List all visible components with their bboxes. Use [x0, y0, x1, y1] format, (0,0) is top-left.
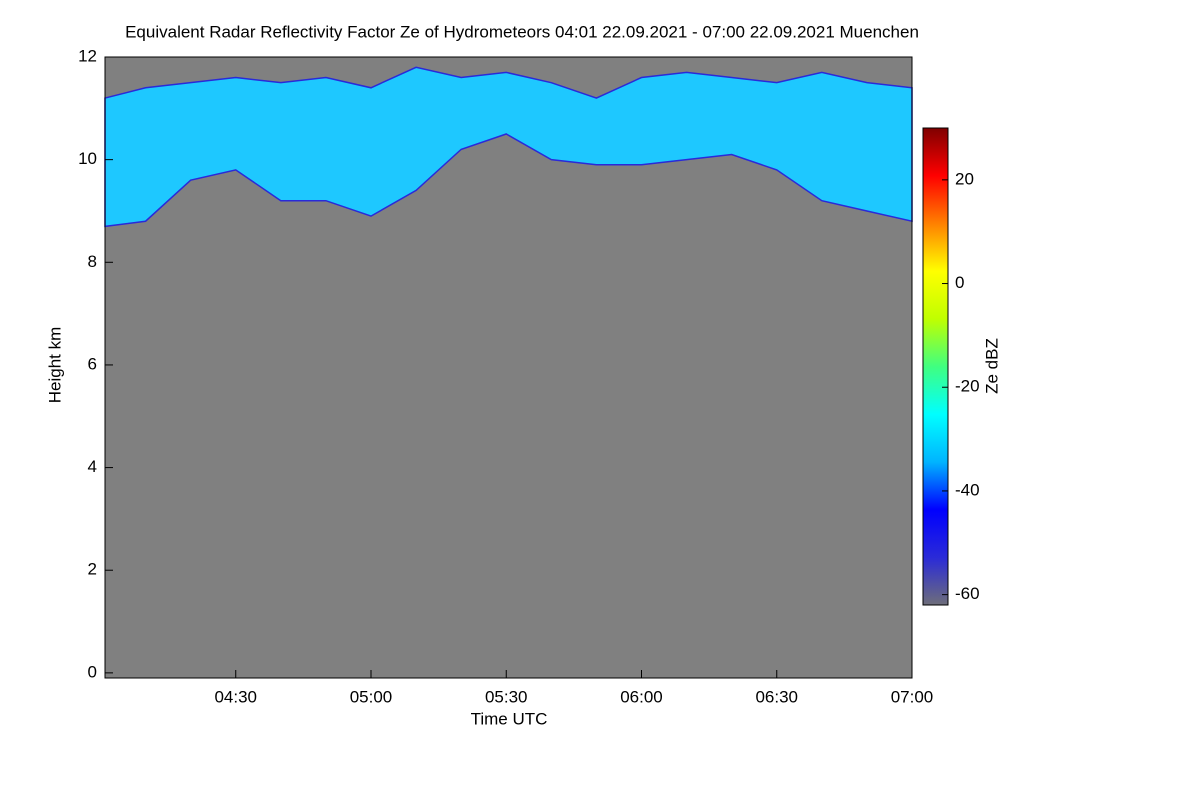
y-tick-label: 8	[88, 252, 97, 271]
y-tick-label: 0	[88, 662, 97, 681]
x-axis-label: Time UTC	[471, 709, 548, 728]
x-tick-label: 06:30	[755, 687, 798, 706]
x-tick-label: 07:00	[891, 687, 934, 706]
y-tick-label: 2	[88, 560, 97, 579]
y-tick-label: 4	[88, 457, 97, 476]
y-tick-label: 6	[88, 354, 97, 373]
colorbar-tick-label: 20	[955, 169, 974, 188]
x-tick-label: 04:30	[214, 687, 257, 706]
x-tick-label: 06:00	[620, 687, 663, 706]
x-tick-label: 05:00	[350, 687, 393, 706]
colorbar-tick-label: -60	[955, 584, 980, 603]
colorbar-label: Ze dBZ	[982, 338, 1001, 394]
colorbar-tick-label: 0	[955, 273, 964, 292]
colorbar	[922, 127, 949, 606]
y-axis-label: Height km	[45, 327, 64, 404]
y-tick-label: 10	[78, 149, 97, 168]
colorbar-tick-label: -40	[955, 480, 980, 499]
plot-frame	[104, 56, 913, 679]
y-tick-label: 12	[78, 46, 97, 65]
colorbar-tick-label: -20	[955, 377, 980, 396]
x-tick-label: 05:30	[485, 687, 528, 706]
chart-title: Equivalent Radar Reflectivity Factor Ze …	[125, 22, 919, 41]
